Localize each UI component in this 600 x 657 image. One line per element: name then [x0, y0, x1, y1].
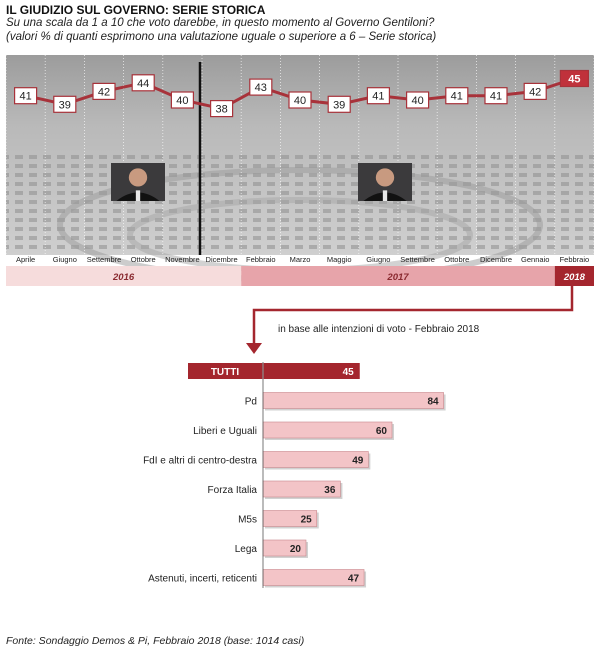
point-label: 44 [137, 78, 149, 90]
chart-subtitle-note: (valori % di quanti esprimono una valuta… [6, 31, 437, 43]
x-tick-label: Febbraio [246, 255, 276, 264]
x-tick-label: Giugno [366, 255, 390, 264]
bar-value-label: 49 [352, 456, 364, 467]
bar [262, 421, 393, 439]
point-marker [14, 87, 38, 105]
point-label: 40 [294, 95, 306, 107]
x-tick-label: Settembre [87, 255, 122, 264]
bar-category-label: Astenuti, incerti, reticenti [148, 574, 257, 585]
connector-arrow [252, 286, 574, 345]
x-tick-label: Aprile [16, 255, 35, 264]
point-marker [131, 74, 155, 92]
point-marker [327, 95, 351, 113]
arrow-head [246, 343, 262, 354]
x-tick-label: Dicembre [480, 255, 512, 264]
point-label: 42 [529, 86, 541, 98]
bar-total [188, 363, 360, 379]
bar-value-label: 47 [348, 574, 360, 585]
point-marker [559, 69, 590, 88]
bar-chart: in base alle intenzioni di voto - Febbra… [143, 324, 480, 588]
gentiloni-photo [358, 163, 412, 201]
bar-category-label: Liberi e Uguali [193, 426, 257, 437]
bar-value-label: 60 [376, 426, 388, 437]
line-chart: 41 39 42 44 40 38 43 40 39 41 40 41 41 42 45 Aprile Giug… [6, 62, 594, 354]
point-marker [484, 87, 508, 105]
point-marker [523, 82, 547, 101]
point-marker [210, 99, 234, 118]
point-label: 39 [333, 99, 345, 111]
bar-category-label: M5s [238, 515, 257, 526]
x-tick-label: Ottobre [131, 255, 156, 264]
point-label: 40 [176, 95, 188, 107]
bar-value-label: 36 [324, 485, 336, 496]
point-marker [249, 78, 273, 96]
year-label: 2018 [563, 272, 586, 283]
point-label: 41 [372, 91, 384, 103]
point-label: 42 [98, 86, 110, 98]
point-marker [92, 82, 116, 101]
point-label: 45 [568, 74, 580, 86]
source-note: Fonte: Sondaggio Demos & Pi, Febbraio 20… [6, 635, 305, 647]
bar-value-label: 25 [301, 515, 313, 526]
year-band [6, 266, 242, 286]
x-tick-label: Gennaio [521, 255, 549, 264]
bar [262, 392, 444, 409]
x-tick-label: Maggio [327, 255, 352, 264]
bar-category-label: Forza Italia [208, 485, 258, 496]
chart-subtitle: Su una scala da 1 a 10 che voto darebbe,… [6, 17, 435, 29]
point-label: 38 [215, 104, 227, 116]
year-band [241, 266, 555, 286]
year-label: 2017 [386, 272, 409, 283]
point-label: 39 [59, 99, 71, 111]
x-tick-label: Giugno [53, 255, 77, 264]
point-label: 41 [19, 91, 31, 103]
bar-value-label: 20 [290, 544, 302, 555]
x-tick-label: Dicembre [206, 255, 238, 264]
point-label: 41 [490, 91, 502, 103]
bar-category-label: Pd [245, 397, 257, 408]
year-label: 2016 [112, 272, 135, 283]
bar-value-label: 84 [427, 397, 439, 408]
x-tick-label: Novembre [165, 255, 200, 264]
bar-category-label: TUTTI [211, 367, 240, 378]
point-label: 41 [451, 91, 463, 103]
year-band [554, 266, 594, 286]
point-marker [170, 91, 194, 109]
x-tick-label: Settembre [400, 255, 435, 264]
point-label: 40 [411, 95, 423, 107]
point-label: 43 [255, 82, 267, 94]
point-marker [288, 91, 312, 109]
renzi-photo [111, 163, 165, 201]
point-marker [406, 91, 430, 109]
x-tick-label: Ottobre [444, 255, 469, 264]
point-marker [366, 87, 390, 105]
point-marker [445, 87, 469, 105]
point-marker [53, 95, 77, 113]
bar-value-label: 45 [343, 367, 355, 378]
x-tick-label: Febbraio [560, 255, 590, 264]
chart-title: IL GIUDIZIO SUL GOVERNO: SERIE STORICA [6, 3, 266, 17]
bar-category-label: FdI e altri di centro-destra [143, 456, 257, 467]
bar-chart-caption: in base alle intenzioni di voto - Febbra… [278, 324, 480, 335]
x-tick-label: Marzo [290, 255, 311, 264]
bar-category-label: Lega [235, 544, 258, 555]
